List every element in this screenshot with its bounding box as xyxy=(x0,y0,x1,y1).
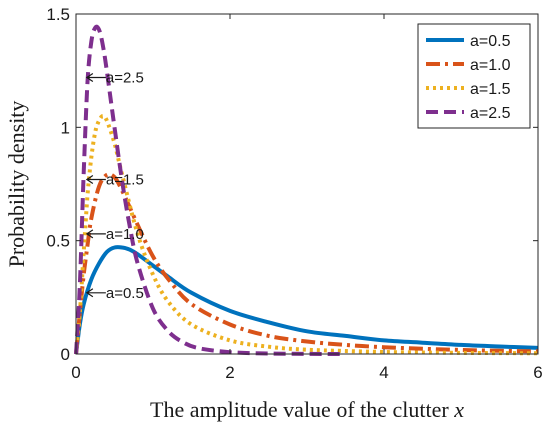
legend-label: a=1.5 xyxy=(470,81,511,98)
y-tick-label-3: 1 xyxy=(61,118,70,137)
y-tick-label-2: 0.5 xyxy=(46,232,70,251)
plot-frame xyxy=(75,13,539,355)
x-tick-label-1: 0 xyxy=(71,363,80,382)
x-axis-label-text: The amplitude value of the clutter xyxy=(150,397,449,422)
annotation-3: a=1.0 xyxy=(85,226,144,243)
legend-item-3: a=1.5 xyxy=(426,81,511,98)
annotation-label: a=2.5 xyxy=(106,69,144,86)
x-tick-label-4: 6 xyxy=(533,363,542,382)
y-tick-label-4: 1.5 xyxy=(46,5,70,24)
annotation-arrow-head xyxy=(85,288,94,298)
axes-layer: 0 2 4 6 0 0.5 1 1.5 xyxy=(46,5,542,382)
x-tick-label-2: 2 xyxy=(225,363,234,382)
annotation-1: a=2.5 xyxy=(85,69,144,86)
series-line-3 xyxy=(74,114,539,356)
annotation-arrow-head xyxy=(85,72,94,82)
annotation-4: a=0.5 xyxy=(85,285,144,302)
annotation-label: a=1.5 xyxy=(106,171,144,188)
legend: a=0.5 a=1.0 a=1.5 a=2.5 xyxy=(417,23,531,129)
legend-item-1: a=0.5 xyxy=(426,33,511,50)
series-line-2 xyxy=(74,172,539,355)
annotation-label: a=0.5 xyxy=(106,285,144,302)
y-axis-label: Probability density xyxy=(4,101,29,268)
annotation-layer: a=2.5 a=1.5 a=1.0 a=0.5 xyxy=(85,69,144,302)
annotation-arrow-head xyxy=(85,229,94,239)
legend-label: a=2.5 xyxy=(470,105,511,122)
legend-item-2: a=1.0 xyxy=(426,57,511,74)
x-axis-label: The amplitude value of the clutter x xyxy=(150,397,464,422)
series-line-1 xyxy=(74,245,539,355)
annotation-2: a=1.5 xyxy=(85,171,144,188)
legend-item-4: a=2.5 xyxy=(426,105,511,122)
y-tick-label-1: 0 xyxy=(61,345,70,364)
series-layer xyxy=(74,24,539,356)
x-axis-label-variable: x xyxy=(453,397,464,422)
annotation-arrow-head xyxy=(85,174,94,184)
legend-label: a=1.0 xyxy=(470,57,511,74)
x-tick-label-3: 4 xyxy=(379,363,388,382)
legend-label: a=0.5 xyxy=(470,33,511,50)
annotation-label: a=1.0 xyxy=(106,226,144,243)
series-line-4 xyxy=(74,24,346,356)
